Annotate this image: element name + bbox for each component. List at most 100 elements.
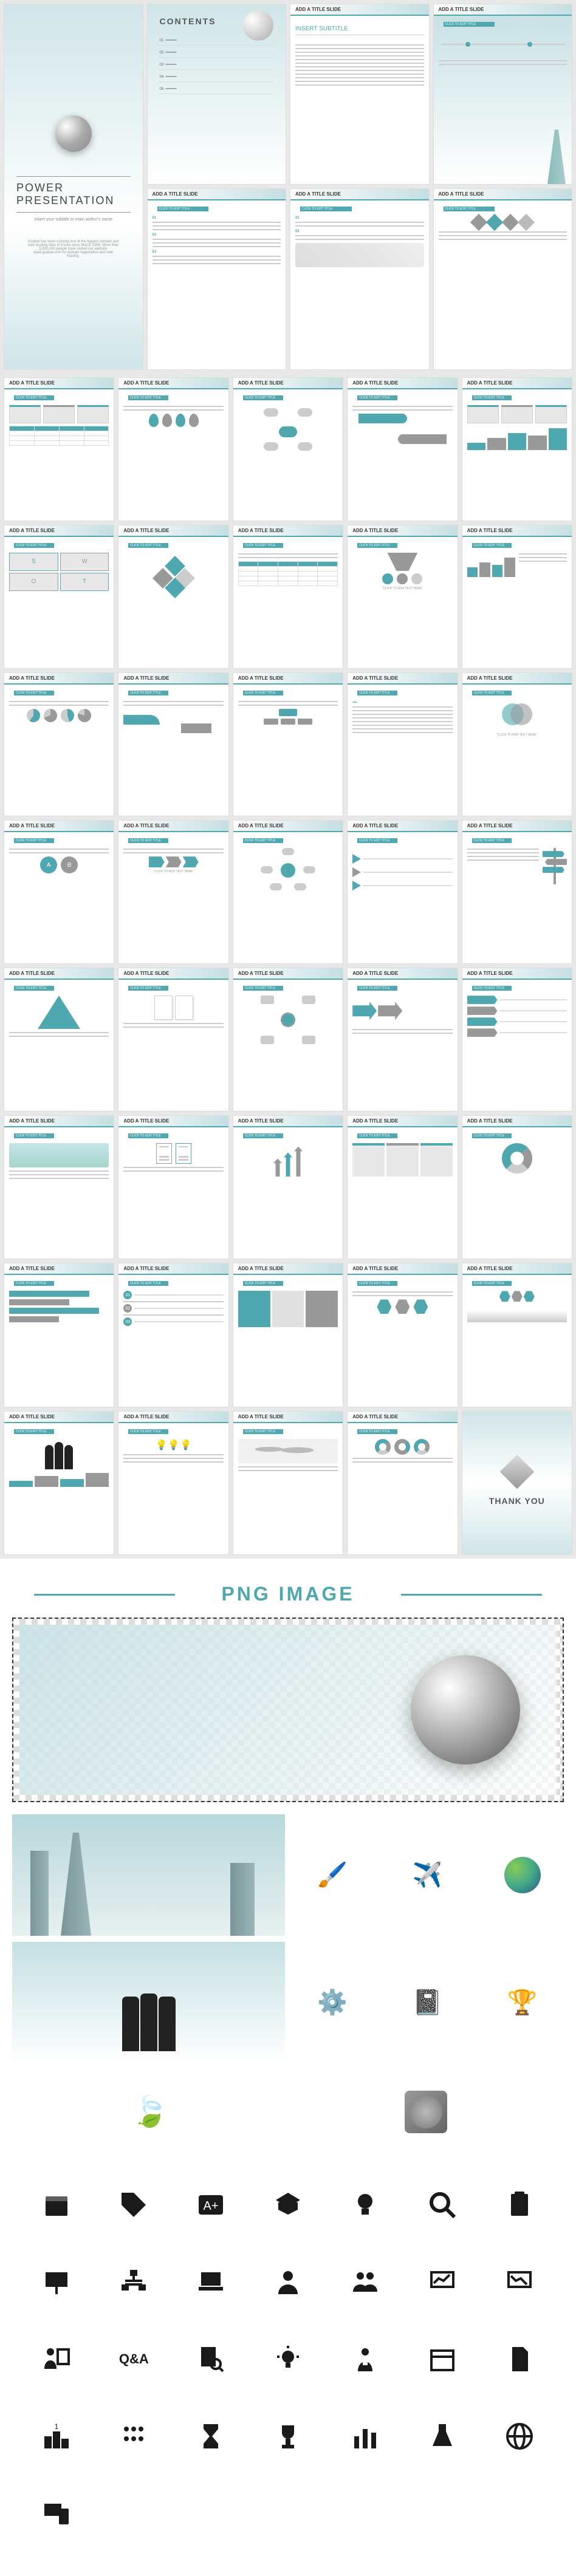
pie-row — [9, 709, 109, 722]
text-block — [238, 1466, 338, 1472]
earth-icon — [492, 1845, 553, 1905]
presentation-icon — [24, 2250, 89, 2315]
slide-header: ADD A TITLE SLIDE — [148, 189, 286, 200]
flask-icon — [410, 2403, 475, 2468]
calendar-icon — [24, 2173, 89, 2238]
tab-row — [467, 405, 567, 423]
org-icon — [101, 2250, 166, 2315]
slide-header: ADD A TITLE SLIDE — [462, 968, 572, 980]
cube-row — [439, 216, 567, 228]
trophy-icon: 🏆 — [492, 1972, 553, 2033]
venn-diagram — [493, 700, 541, 731]
gears-icon: ⚙️ — [302, 1972, 363, 2033]
title-bar: CLICK TO EDIT TITLE — [472, 1281, 512, 1286]
title-bar: CLICK TO EDIT TITLE — [357, 395, 397, 400]
slide-header: ADD A TITLE SLIDE — [462, 673, 572, 685]
png-section: PNG IMAGE 🖌️ ✈️ ⚙️ 📓 🏆 🍃 — [0, 1559, 576, 2576]
donuts-slide: ADD A TITLE SLIDECLICK TO EDIT TITLE — [347, 1411, 458, 1555]
cube-globe-icon — [396, 2082, 456, 2142]
hex-row — [352, 1299, 452, 1314]
slide-header: ADD A TITLE SLIDE — [348, 525, 457, 537]
slide-header: ADD A TITLE SLIDE — [233, 821, 343, 832]
plane-icon: ✈️ — [397, 1845, 458, 1905]
radial-slide: ADD A TITLE SLIDE CLICK TO EDIT TITLE — [233, 820, 343, 964]
slide-header: ADD A TITLE SLIDE — [348, 1116, 457, 1127]
title-bar: CLICK TO EDIT TITLE — [14, 543, 54, 548]
bar-chart — [9, 1472, 109, 1487]
devices-icon — [24, 2481, 89, 2546]
text-block: 02 — [153, 233, 281, 248]
title-bar: CLICK TO EDIT TITLE — [243, 543, 283, 548]
hex-group — [467, 1291, 567, 1302]
signpost — [543, 848, 567, 861]
pies-slide: ADD A TITLE SLIDECLICK TO EDIT TITLE — [4, 672, 114, 816]
slide-header: ADD A TITLE SLIDE — [4, 1116, 114, 1127]
title-bar: CLICK TO EDIT TITLE — [444, 207, 495, 211]
click-text: "CLICK TO ADD TEXT HERE" — [496, 733, 537, 737]
teacher-icon — [24, 2326, 89, 2391]
table-slide: ADD A TITLE SLIDECLICK TO EDIT TITLE — [4, 377, 114, 521]
title-bar: CLICK TO EDIT TITLE — [357, 986, 397, 991]
text-block — [123, 1166, 223, 1172]
mind-map — [258, 405, 318, 454]
circle-row — [382, 573, 422, 584]
cover-title: POWER PRESENTATION — [16, 176, 131, 213]
slide-header: ADD A TITLE SLIDE — [118, 821, 228, 832]
slide-header: ADD A TITLE SLIDE — [233, 1263, 343, 1275]
toc-item: 03 ━━━━━ — [160, 63, 274, 70]
graduation-icon — [256, 2173, 321, 2238]
text-block — [123, 1022, 223, 1028]
handshake-photo — [12, 1942, 285, 2063]
calendar2-icon — [410, 2326, 475, 2391]
hourglass-icon — [179, 2403, 244, 2468]
title-bar: CLICK TO EDIT TITLE — [14, 1133, 54, 1138]
contents-slide: CONTENTS 01 ━━━━━ 02 ━━━━━ 03 ━━━━━ 04 ━… — [147, 4, 287, 185]
slide-header: ADD A TITLE SLIDE — [4, 1263, 114, 1275]
drops-slide: ADD A TITLE SLIDECLICK TO EDIT TITLE — [118, 377, 228, 521]
title-bar: CLICK TO EDIT TITLE — [14, 1281, 54, 1286]
asset-row-3: 🍃 — [6, 2069, 570, 2154]
title-bar: CLICK TO EDIT TITLE — [243, 838, 283, 843]
notebook-icon: 📓 — [397, 1972, 458, 2033]
laptop-icon — [179, 2250, 244, 2315]
trophy2-icon — [256, 2403, 321, 2468]
slide-header: ADD A TITLE SLIDE — [434, 4, 572, 16]
title-bar: CLICK TO EDIT TITLE — [357, 1281, 397, 1286]
slide-header: ADD A TITLE SLIDE — [233, 673, 343, 685]
slide-header: ADD A TITLE SLIDE — [118, 1116, 228, 1127]
file-icon — [487, 2326, 552, 2391]
bulb-row: 💡💡💡 — [123, 1439, 223, 1451]
title-bar: CLICK TO EDIT TITLE — [472, 838, 512, 843]
text-block — [352, 1457, 452, 1463]
slide-header: ADD A TITLE SLIDE — [233, 1412, 343, 1423]
text-block — [238, 553, 338, 559]
title-bar: CLICK TO EDIT TITLE — [472, 691, 512, 695]
box-row — [9, 405, 109, 423]
toc-item: 04 ━━━━━ — [160, 75, 274, 82]
people-icon — [332, 2250, 397, 2315]
text-block — [352, 405, 452, 411]
diamond-group — [149, 553, 198, 601]
slide-header: ADD A TITLE SLIDE — [348, 968, 457, 980]
hbar-slide: ADD A TITLE SLIDE CLICK TO EDIT TITLE — [4, 1263, 114, 1407]
small-assets-1: 🖌️ ✈️ — [291, 1814, 564, 1936]
labels-slide: ADD A TITLE SLIDECLICK TO EDIT TITLE — [462, 968, 572, 1112]
qa-icon: Q&A — [101, 2326, 166, 2391]
windmill-slide: ADD A TITLE SLIDE CLICK TO EDIT TITLE — [4, 1115, 114, 1259]
data-table — [9, 426, 109, 446]
png-title: PNG IMAGE — [6, 1583, 570, 1605]
title-bar: CLICK TO EDIT TITLE — [444, 22, 495, 27]
title-bar: CLICK TO EDIT TITLE — [300, 207, 352, 211]
globe-graphic — [55, 115, 92, 152]
skyline-photo-1 — [12, 1814, 285, 1936]
drop-row — [123, 414, 223, 427]
donut-row — [352, 1439, 452, 1455]
text-block — [519, 553, 567, 562]
hand-slide: ADD A TITLE SLIDE CLICK TO EDIT TITLE 01… — [290, 188, 430, 369]
text-block — [9, 700, 109, 706]
slide-header: ADD A TITLE SLIDE — [4, 673, 114, 685]
org-chart — [238, 709, 338, 725]
slide-header: ADD A TITLE SLIDE — [462, 378, 572, 389]
data-table — [238, 561, 338, 586]
slide-header: ADD A TITLE SLIDE — [434, 189, 572, 200]
